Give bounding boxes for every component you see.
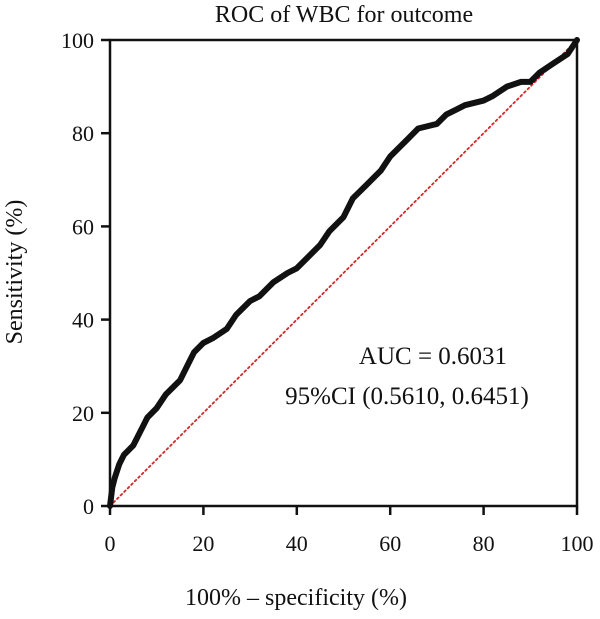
x-tick-label: 20 <box>192 531 214 556</box>
y-tick-label: 0 <box>83 494 94 519</box>
ci-annotation: 95%CI (0.5610, 0.6451) <box>285 383 529 410</box>
y-axis-title: Sensitivity (%) <box>2 200 28 345</box>
y-tick-label: 20 <box>72 401 94 426</box>
y-tick-label: 100 <box>61 28 94 53</box>
x-tick-label: 0 <box>105 531 116 556</box>
auc-annotation: AUC = 0.6031 <box>359 343 507 370</box>
y-tick-label: 60 <box>72 214 94 239</box>
x-tick-label: 60 <box>379 531 401 556</box>
y-axis: 0 20 40 60 80 100 <box>61 28 110 519</box>
plot-frame <box>108 38 579 508</box>
x-tick-label: 40 <box>286 531 308 556</box>
reference-diagonal-line <box>109 39 578 507</box>
plot-area <box>107 37 580 509</box>
x-tick-label: 80 <box>473 531 495 556</box>
y-tick-label: 80 <box>72 121 94 146</box>
roc-curve-line <box>107 37 580 509</box>
x-axis-title: 100% – specificity (%) <box>185 585 407 611</box>
chart-title: ROC of WBC for outcome <box>215 2 473 28</box>
y-tick-label: 40 <box>72 308 94 333</box>
x-axis: 0 20 40 60 80 100 <box>105 506 594 556</box>
x-tick-label: 100 <box>561 531 594 556</box>
